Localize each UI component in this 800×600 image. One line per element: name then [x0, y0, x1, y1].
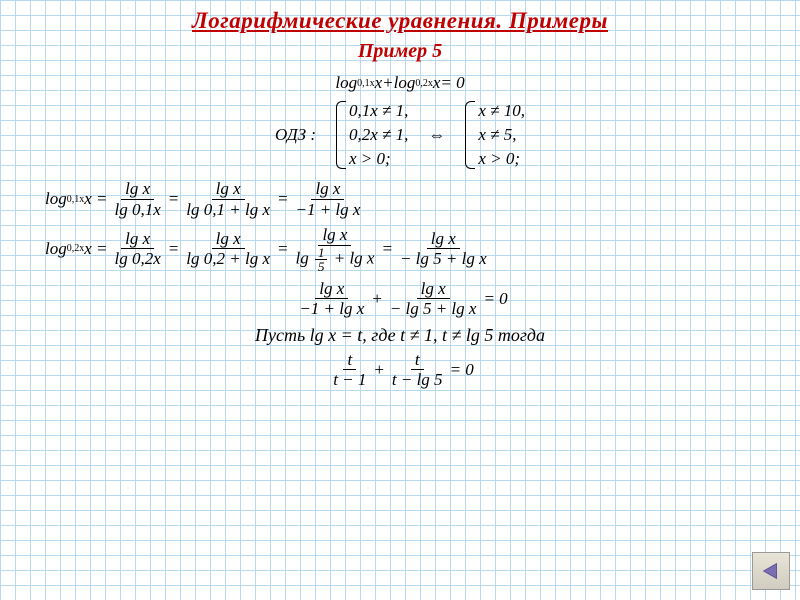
l1-frac2: lg x lg 0,1 + lg x — [182, 179, 274, 219]
plus: + — [382, 73, 393, 93]
l1-frac1: lg x lg 0,1x — [111, 179, 165, 219]
frac-num: t — [343, 350, 356, 371]
odz-system-2: x ≠ 10, x ≠ 5, x > 0; — [465, 101, 525, 169]
frac-den: t − lg 5 — [388, 370, 447, 390]
odz2-r1: x ≠ 10, — [478, 101, 525, 121]
l2-sub: 0,2x — [67, 243, 85, 254]
frac-den: −1 + lg x — [291, 200, 364, 220]
frac-den: − lg 5 + lg x — [396, 249, 491, 269]
odz-block: ОДЗ : 0,1x ≠ 1, 0,2x ≠ 1, x > 0; ⇔ x ≠ 1… — [20, 101, 780, 169]
derivation-line-1: log 0,1x x = lg x lg 0,1x = lg x lg 0,1 … — [20, 179, 780, 219]
l3-frac2: lg x − lg 5 + lg x — [386, 279, 481, 319]
frac-num: lg x — [121, 179, 154, 200]
eq-rhs: = 0 — [440, 73, 464, 93]
back-button[interactable] — [752, 552, 790, 590]
l3-frac1: lg x −1 + lg x — [295, 279, 368, 319]
eq: = — [168, 189, 179, 209]
odz2-r3: x > 0; — [478, 149, 525, 169]
l1-frac3: lg x −1 + lg x — [291, 179, 364, 219]
frac-den: t − 1 — [329, 370, 370, 390]
slide-content: Логарифмические уравнения. Примеры Приме… — [0, 0, 800, 390]
odz1-r1: 0,1x ≠ 1, — [349, 101, 408, 121]
log-a: log — [335, 73, 357, 93]
den-pre: lg — [295, 248, 312, 267]
l4-frac2: t t − lg 5 — [388, 350, 447, 390]
l4-frac1: t t − 1 — [329, 350, 370, 390]
frac-den: lg 0,2x — [111, 249, 165, 269]
l1-sub: 0,1x — [67, 194, 85, 205]
sf-n: 1 — [315, 246, 328, 260]
frac-den: lg 0,1x — [111, 200, 165, 220]
frac-num: lg x — [311, 179, 344, 200]
log-b-sub: 0,2x — [415, 78, 433, 89]
l1-arg: x = — [84, 189, 107, 209]
frac-den: − lg 5 + lg x — [386, 299, 481, 319]
log-b-arg: x — [433, 73, 441, 93]
derivation-line-4: t t − 1 + t t − lg 5 = 0 — [20, 350, 780, 390]
log-a-sub: 0,1x — [357, 78, 375, 89]
plus: + — [371, 289, 382, 309]
example-label: Пример 5 — [20, 40, 780, 63]
rhs: = 0 — [450, 360, 474, 380]
l2-frac2: lg x lg 0,2 + lg x — [182, 229, 274, 269]
main-equation: log 0,1x x + log 0,2x x = 0 — [20, 73, 780, 93]
frac-num: lg x — [318, 225, 351, 246]
eq: = — [277, 239, 288, 259]
rhs: = 0 — [483, 289, 507, 309]
l2-arg: x = — [84, 239, 107, 259]
brace-icon — [336, 101, 346, 169]
frac-num: lg x — [427, 229, 460, 250]
frac-den: −1 + lg x — [295, 299, 368, 319]
frac-den: lg 15 + lg x — [291, 246, 378, 273]
frac-num: t — [411, 350, 424, 371]
frac-den: lg 0,2 + lg x — [182, 249, 274, 269]
eq: = — [168, 239, 179, 259]
page-title: Логарифмические уравнения. Примеры — [20, 8, 780, 34]
derivation-line-2: log 0,2x x = lg x lg 0,2x = lg x lg 0,2 … — [20, 225, 780, 273]
l2-log: log — [45, 239, 67, 259]
frac-num: lg x — [121, 229, 154, 250]
odz-label: ОДЗ : — [275, 125, 316, 145]
l2-frac1: lg x lg 0,2x — [111, 229, 165, 269]
odz1-r3: x > 0; — [349, 149, 408, 169]
l2-frac3: lg x lg 15 + lg x — [291, 225, 378, 273]
eq: = — [277, 189, 288, 209]
frac-num: lg x — [417, 279, 450, 300]
substitution-text: Пусть lg x = t, где t ≠ 1, t ≠ lg 5 тогд… — [20, 325, 780, 346]
l2-frac4: lg x − lg 5 + lg x — [396, 229, 491, 269]
den-post: + lg x — [329, 248, 374, 267]
back-triangle-icon — [760, 560, 782, 582]
derivation-line-3: lg x −1 + lg x + lg x − lg 5 + lg x = 0 — [20, 279, 780, 319]
log-a-arg: x — [375, 73, 383, 93]
log-b: log — [394, 73, 416, 93]
frac-num: lg x — [315, 279, 348, 300]
l1-log: log — [45, 189, 67, 209]
odz-system-1: 0,1x ≠ 1, 0,2x ≠ 1, x > 0; — [336, 101, 408, 169]
eq: = — [381, 239, 392, 259]
equiv-symbol: ⇔ — [428, 125, 445, 145]
odz2-r2: x ≠ 5, — [478, 125, 525, 145]
sf-d: 5 — [315, 260, 328, 273]
frac-num: lg x — [212, 229, 245, 250]
odz1-r2: 0,2x ≠ 1, — [349, 125, 408, 145]
frac-den: lg 0,1 + lg x — [182, 200, 274, 220]
small-frac: 15 — [315, 246, 328, 273]
brace-icon — [465, 101, 475, 169]
frac-num: lg x — [212, 179, 245, 200]
plus: + — [373, 360, 384, 380]
